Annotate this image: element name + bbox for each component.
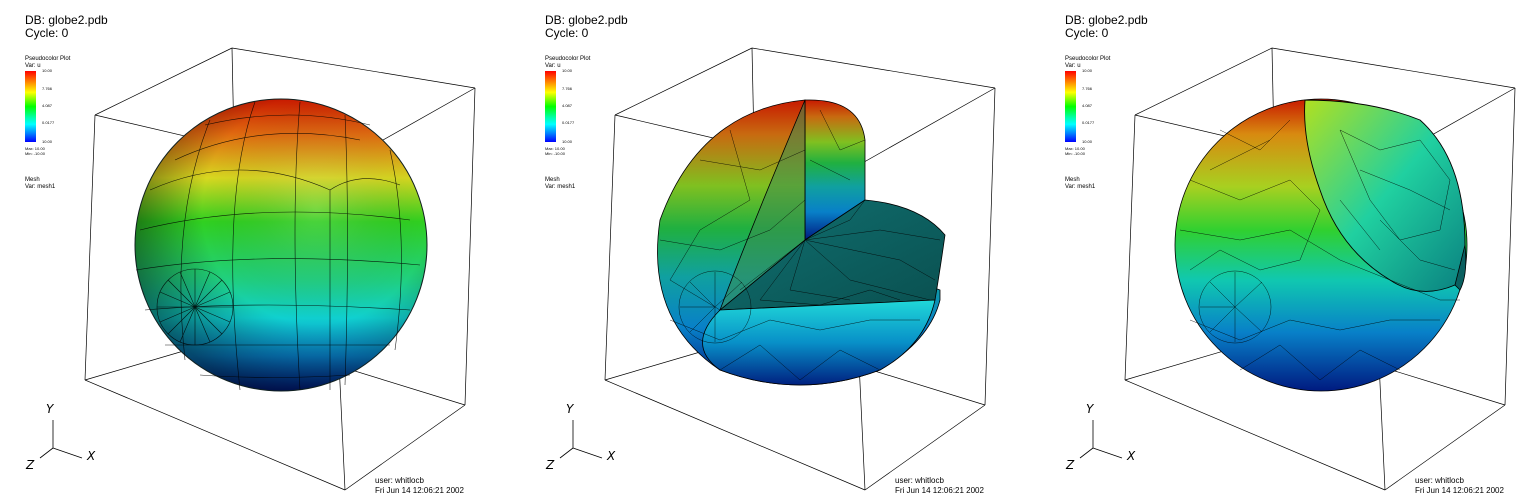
cycle-label: Cycle: 0 [25,26,69,40]
z-axis-label: Z [1065,458,1075,472]
z-axis-label: Z [25,458,35,472]
globe-mesh-lines [135,101,421,391]
colorbar-tick-label: 10.00 [562,139,573,144]
legend-title: Pseudocolor Plot [1065,56,1111,62]
plot-panel-sphere-clipped-globe[interactable]: DB: globe2.pdb Cycle: 0 Pseudocolor Plot… [1040,0,1540,500]
colorbar-tick-label: 10.00 [42,139,53,144]
y-axis-label: Y [46,402,55,416]
tetra-mesh-lines [1179,119,1460,381]
legend-min: Min: -10.00 [1065,151,1086,156]
x-axis-label: X [86,449,96,463]
legend-max: Max: 10.00 [25,146,45,151]
mesh-legend-title: Mesh [25,177,40,183]
x-axis-label: X [606,449,616,463]
colorbar-tick-label: 10.00 [1082,68,1093,73]
colorbar-tick-label: 10.00 [1082,139,1093,144]
colorbar-tick-label: 7.766 [1082,86,1093,91]
database-label: DB: globe2.pdb [545,13,628,27]
y-axis-label: Y [566,402,575,416]
tetra-mesh-lines [659,109,941,381]
plot-panel-full-globe[interactable]: DB: globe2.pdb Cycle: 0 Pseudocolor Plot… [0,0,520,500]
legend-max: Max: 10.00 [545,146,565,151]
cycle-label: Cycle: 0 [545,26,589,40]
legend-title: Pseudocolor Plot [545,56,591,62]
legend-min: Min: -10.00 [545,151,566,156]
colorbar-tick-label: 7.766 [562,86,573,91]
user-label: user: whitlocb [895,476,944,485]
axis-triad: Y Z X [25,402,96,472]
colorbar-tick-label: 4.087 [42,103,53,108]
database-label: DB: globe2.pdb [1065,13,1148,27]
timestamp-label: Fri Jun 14 12:06:21 2002 [895,486,984,495]
y-axis-label: Y [1086,402,1095,416]
mesh-legend-title: Mesh [1065,177,1080,183]
cycle-label: Cycle: 0 [1065,26,1109,40]
mesh-legend-variable: Var: mesh1 [545,184,576,190]
legend-variable: Var: u [545,63,561,69]
legend-title: Pseudocolor Plot [25,56,71,62]
colorbar [25,71,36,142]
render-view[interactable]: Y Z X [520,0,1040,500]
globe-surface [134,98,428,392]
clipped-globe-surface [657,99,946,386]
colorbar-tick-label: 7.766 [42,86,53,91]
mesh-legend-title: Mesh [545,177,560,183]
colorbar-tick-label: 0.0177 [1082,120,1095,125]
colorbar-tick-label: 4.087 [562,103,573,108]
legend-variable: Var: u [25,63,41,69]
axis-triad: Y Z X [1065,402,1136,472]
render-view[interactable]: Y Z X [1040,0,1540,500]
colorbar-tick-label: 0.0177 [562,120,575,125]
timestamp-label: Fri Jun 14 12:06:21 2002 [375,486,464,495]
legend-min: Min: -10.00 [25,151,46,156]
legend-max: Max: 10.00 [1065,146,1085,151]
user-label: user: whitlocb [375,476,424,485]
colorbar [1065,71,1076,142]
colorbar-tick-label: 10.00 [42,68,53,73]
axis-triad: Y Z X [545,402,616,472]
render-view[interactable]: Y Z X [0,0,520,500]
timestamp-label: Fri Jun 14 12:06:21 2002 [1415,486,1504,495]
z-axis-label: Z [545,458,555,472]
sphere-clipped-globe-surface [1174,98,1468,392]
x-axis-label: X [1126,449,1136,463]
colorbar [545,71,556,142]
database-label: DB: globe2.pdb [25,13,108,27]
legend-variable: Var: u [1065,63,1081,69]
colorbar-tick-label: 0.0177 [42,120,55,125]
user-label: user: whitlocb [1415,476,1464,485]
plot-panel-clipped-globe[interactable]: DB: globe2.pdb Cycle: 0 Pseudocolor Plot… [520,0,1040,500]
mesh-legend-variable: Var: mesh1 [25,184,56,190]
colorbar-tick-label: 10.00 [562,68,573,73]
mesh-legend-variable: Var: mesh1 [1065,184,1096,190]
colorbar-tick-label: 4.087 [1082,103,1093,108]
